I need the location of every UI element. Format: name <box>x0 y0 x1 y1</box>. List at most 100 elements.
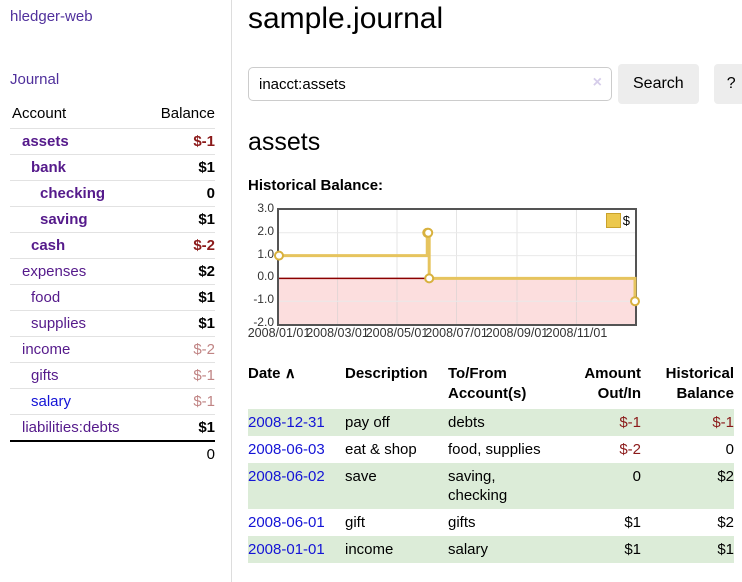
transaction-description: gift <box>345 509 448 536</box>
transaction-tofrom: saving, checking <box>448 463 563 509</box>
account-link-liabilities-debts[interactable]: liabilities:debts <box>22 419 120 436</box>
account-row: gifts $-1 <box>10 363 215 389</box>
account-link-income[interactable]: income <box>22 341 70 358</box>
account-balance: 0 <box>145 181 215 207</box>
accounts-total-balance: 0 <box>145 441 215 467</box>
transactions-table: Date ∧ Description To/From Account(s) Am… <box>248 364 734 563</box>
account-balance: $-1 <box>145 129 215 155</box>
account-row: liabilities:debts $1 <box>10 415 215 442</box>
transaction-date-link[interactable]: 2008-12-31 <box>248 414 325 431</box>
col-header-date[interactable]: Date ∧ <box>248 364 345 409</box>
transaction-tofrom: salary <box>448 536 563 563</box>
app-window: hledger-web Journal Account Balance asse… <box>0 0 742 582</box>
transaction-description: income <box>345 536 448 563</box>
search-input[interactable] <box>248 67 612 101</box>
account-balance: $-2 <box>145 337 215 363</box>
y-axis-tick: -1.0 <box>244 292 274 306</box>
account-row: supplies $1 <box>10 311 215 337</box>
sidebar: hledger-web Journal Account Balance asse… <box>0 0 232 582</box>
accounts-total-row: 0 <box>10 441 215 467</box>
transaction-amount: $1 <box>563 509 641 536</box>
account-balance: $-1 <box>145 389 215 415</box>
transaction-balance: 0 <box>641 436 734 463</box>
y-axis-tick: 0.0 <box>244 269 274 283</box>
account-link-supplies[interactable]: supplies <box>31 315 86 332</box>
x-axis-tick: 2008/09/01 <box>486 326 549 340</box>
search-bar: × Search ? <box>248 64 742 104</box>
sort-asc-icon: ∧ <box>285 365 296 382</box>
transaction-date-link[interactable]: 2008-06-02 <box>248 468 325 485</box>
account-balance: $1 <box>145 311 215 337</box>
account-row: checking 0 <box>10 181 215 207</box>
account-balance: $1 <box>145 415 215 442</box>
x-axis-tick: 2008/11/01 <box>546 326 608 340</box>
transaction-amount: $1 <box>563 536 641 563</box>
transaction-row: 2008-01-01incomesalary$1$1 <box>248 536 734 563</box>
account-row: saving $1 <box>10 207 215 233</box>
transaction-tofrom: debts <box>448 409 563 436</box>
col-header-tofrom: To/From Account(s) <box>448 364 563 409</box>
account-link-saving[interactable]: saving <box>40 211 88 228</box>
transaction-description: save <box>345 463 448 509</box>
account-link-salary[interactable]: salary <box>31 393 71 410</box>
main-panel: sample.journal × Search ? assets Histori… <box>232 0 742 582</box>
account-link-assets[interactable]: assets <box>22 133 69 150</box>
account-balance: $-1 <box>145 363 215 389</box>
account-link-bank[interactable]: bank <box>31 159 66 176</box>
account-balance: $2 <box>145 259 215 285</box>
account-link-food[interactable]: food <box>31 289 60 306</box>
account-row: income $-2 <box>10 337 215 363</box>
transaction-tofrom: gifts <box>448 509 563 536</box>
brand-link[interactable]: hledger-web <box>10 8 215 25</box>
x-axis-tick: 2008/01/01 <box>248 326 311 340</box>
y-axis-tick: 2.0 <box>244 224 274 238</box>
transaction-row: 2008-06-03 eat & shopfood, supplies$-20 <box>248 436 734 463</box>
account-link-gifts[interactable]: gifts <box>31 367 59 384</box>
transaction-row: 2008-12-31pay offdebts$-1$-1 <box>248 409 734 436</box>
account-balance: $1 <box>145 207 215 233</box>
account-heading: assets <box>248 128 742 157</box>
transaction-date-link[interactable]: 2008-06-03 <box>248 441 325 458</box>
account-row: bank $1 <box>10 155 215 181</box>
transaction-date-link[interactable]: 2008-06-01 <box>248 514 325 531</box>
account-row: cash $-2 <box>10 233 215 259</box>
transaction-balance: $2 <box>641 509 734 536</box>
help-button[interactable]: ? <box>714 64 742 104</box>
account-link-expenses[interactable]: expenses <box>22 263 86 280</box>
col-header-balance: Historical Balance <box>641 364 734 409</box>
transaction-balance: $2 <box>641 463 734 509</box>
y-axis-tick: 1.0 <box>244 247 274 261</box>
col-header-amount: Amount Out/In <box>563 364 641 409</box>
transaction-amount: $-1 <box>563 409 641 436</box>
x-axis-tick: 2008/07/01 <box>425 326 488 340</box>
historical-balance-chart: $ 3.02.01.00.0-1.0-2.02008/01/012008/03/… <box>248 202 742 352</box>
x-axis-tick: 2008/03/01 <box>306 326 369 340</box>
transaction-tofrom: food, supplies <box>448 436 563 463</box>
col-header-description: Description <box>345 364 448 409</box>
sidebar-item-journal[interactable]: Journal <box>10 71 215 88</box>
transaction-amount: 0 <box>563 463 641 509</box>
y-axis-tick: 3.0 <box>244 201 274 215</box>
account-balance: $-2 <box>145 233 215 259</box>
account-link-cash[interactable]: cash <box>31 237 65 254</box>
transaction-row: 2008-06-02 savesaving, checking0$2 <box>248 463 734 509</box>
account-balance: $1 <box>145 155 215 181</box>
account-balance: $1 <box>145 285 215 311</box>
account-link-checking[interactable]: checking <box>40 185 105 202</box>
account-row: expenses $2 <box>10 259 215 285</box>
accounts-table: Account Balance assets $-1 bank $1 checking 0… <box>10 102 215 467</box>
accounts-header-balance: Balance <box>145 102 215 129</box>
transaction-description: eat & shop <box>345 436 448 463</box>
search-button[interactable]: Search <box>618 64 699 104</box>
clear-search-icon[interactable]: × <box>593 75 602 91</box>
transaction-row: 2008-06-01 giftgifts$1$2 <box>248 509 734 536</box>
transaction-amount: $-2 <box>563 436 641 463</box>
account-row: food $1 <box>10 285 215 311</box>
account-row: salary $-1 <box>10 389 215 415</box>
transaction-date-link[interactable]: 2008-01-01 <box>248 541 325 558</box>
transaction-balance: $-1 <box>641 409 734 436</box>
transaction-balance: $1 <box>641 536 734 563</box>
x-axis-tick: 2008/05/01 <box>366 326 429 340</box>
accounts-header-account: Account <box>10 102 145 129</box>
account-row: assets $-1 <box>10 129 215 155</box>
